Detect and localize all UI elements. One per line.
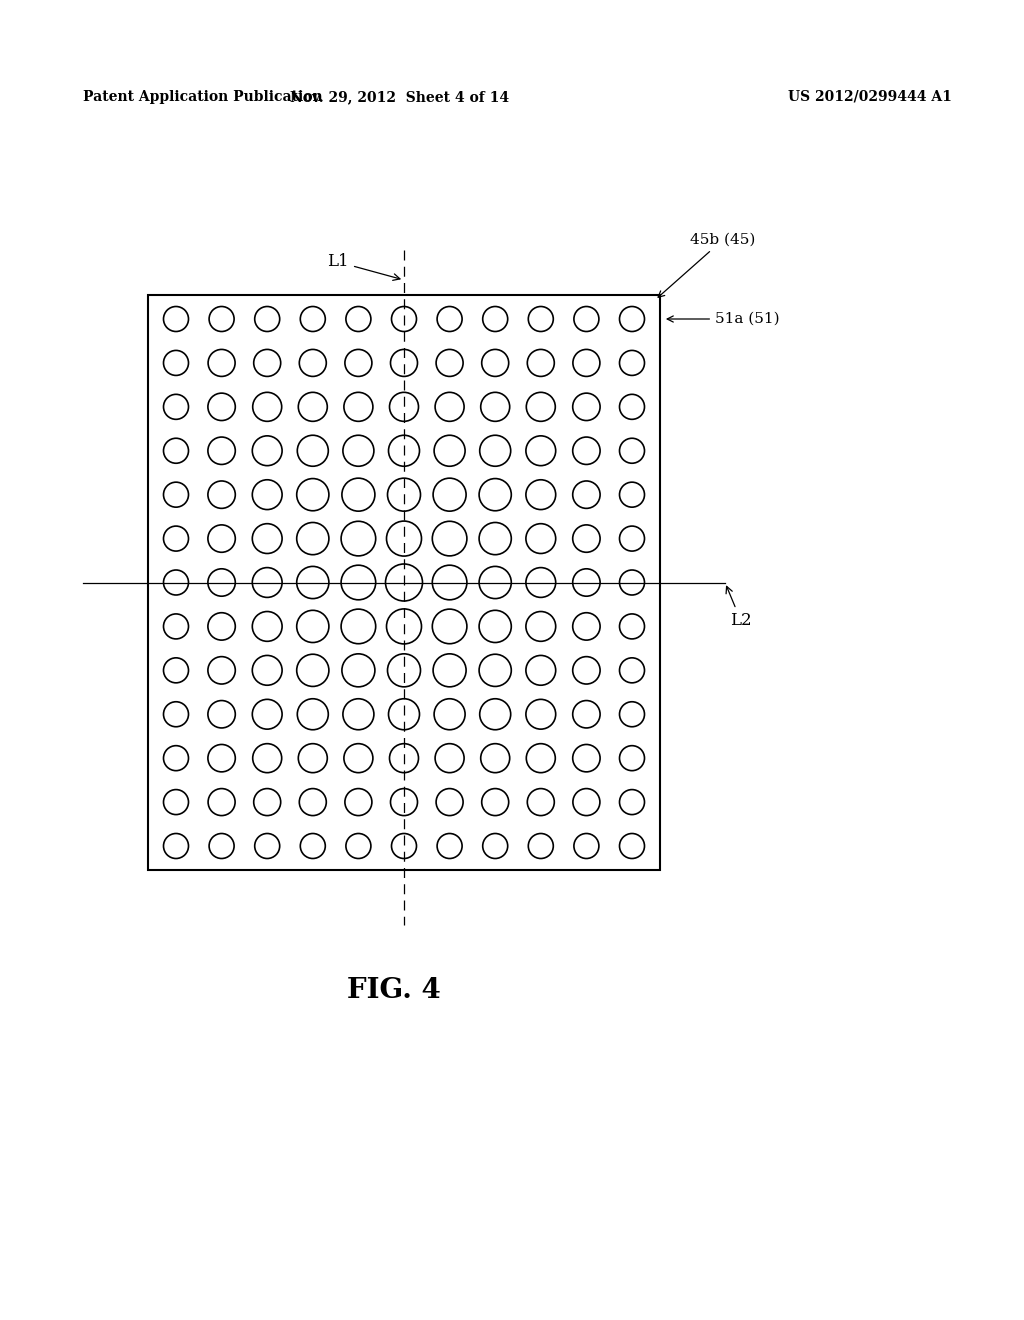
Text: 45b (45): 45b (45) bbox=[658, 234, 756, 297]
Bar bbox=[148, 294, 660, 870]
Text: US 2012/0299444 A1: US 2012/0299444 A1 bbox=[788, 90, 952, 104]
Text: L1: L1 bbox=[328, 253, 400, 280]
Text: 51a (51): 51a (51) bbox=[668, 312, 779, 326]
Text: FIG. 4: FIG. 4 bbox=[347, 977, 441, 1003]
Text: L2: L2 bbox=[726, 586, 752, 630]
Text: Patent Application Publication: Patent Application Publication bbox=[83, 90, 323, 104]
Text: Nov. 29, 2012  Sheet 4 of 14: Nov. 29, 2012 Sheet 4 of 14 bbox=[291, 90, 510, 104]
